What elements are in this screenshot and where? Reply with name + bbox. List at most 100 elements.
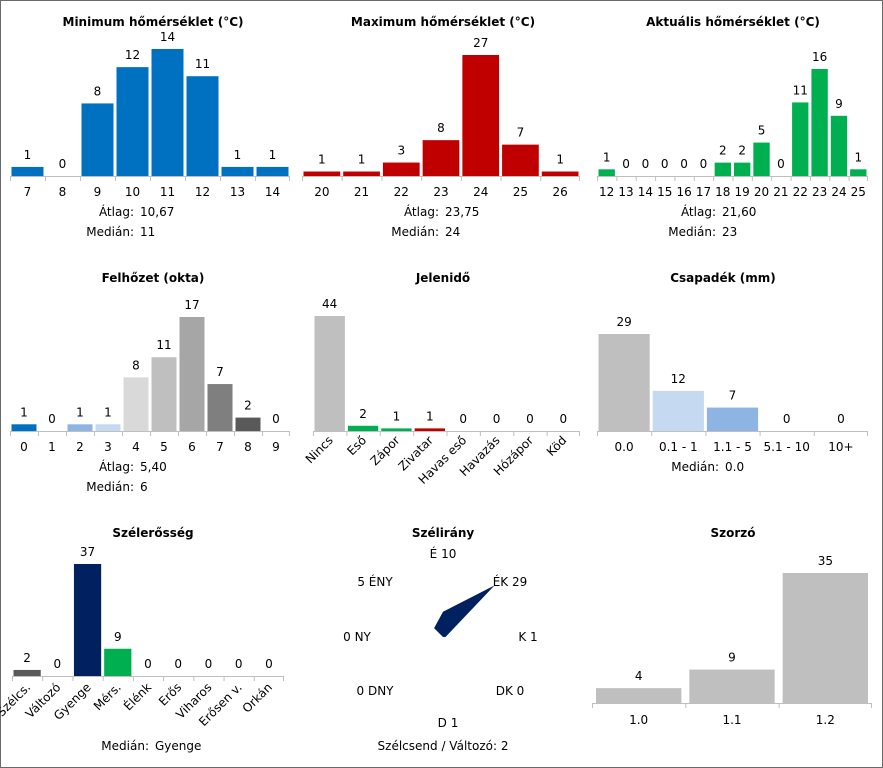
data-label: 7 [216,365,224,379]
bar [13,669,41,676]
data-label: 0 [48,412,56,426]
tick-label: 8 [244,440,252,454]
data-label: 0 [642,157,650,171]
stat-value: 6 [140,480,148,494]
direction-name: D [438,716,447,730]
data-label: 0 [54,657,62,671]
direction-label: É 10 [430,546,457,561]
data-label: 1 [234,148,242,162]
bar [596,688,682,703]
bar [714,162,731,176]
data-label: 0 [700,157,708,171]
data-label: 0 [661,157,669,171]
tick-label: 15 [657,185,672,199]
data-label: 1 [104,405,112,419]
data-label: 0 [174,657,182,671]
data-label: 2 [738,144,746,158]
data-label: 0 [59,157,67,171]
tick-label: 24 [473,185,488,199]
data-label: 35 [818,554,833,568]
bar [256,166,289,176]
chart-title: Jelenidő [415,271,470,285]
tick-label: Nincs [303,433,336,466]
tick-label: 7 [24,185,32,199]
tick-label: Eső [344,433,369,458]
bar [67,424,93,431]
stat-label: Medián: [391,225,439,239]
tick-label: 9 [272,440,280,454]
tick-label: Orkán [240,680,275,715]
data-label: 1 [393,409,401,423]
data-label: 27 [473,36,488,50]
data-label: 1 [318,153,326,167]
tick-label: 13 [230,185,245,199]
tick-label: 13 [618,185,633,199]
bar [782,573,868,703]
stat-label: Medián: [86,480,134,494]
direction-label: 0 NY [343,630,371,644]
chart-title: Aktuális hőmérséklet (°C) [646,15,820,29]
direction-label: 5 ÉNY [357,574,393,589]
data-label: 2 [23,651,31,665]
data-label: 0 [622,157,630,171]
bar [347,425,379,431]
direction-value: 0 [517,684,525,698]
data-label: 0 [144,657,152,671]
tick-label: Köd [544,433,570,459]
bar [123,377,149,431]
bar [462,55,500,176]
bar [689,669,775,703]
data-label: 11 [156,338,171,352]
data-label: 0 [526,412,534,426]
direction-name: ÉNY [369,574,394,589]
data-label: 2 [244,399,252,413]
direction-label: K 1 [518,630,537,644]
bar [706,407,759,431]
data-label: 3 [397,144,405,158]
bar [104,648,132,676]
panel-weather: Jelenidő44Nincs2Eső1Zápor1Zivatar0Havas … [303,271,580,487]
data-label: 16 [812,50,827,64]
data-label: 4 [635,669,643,683]
bar [11,166,44,176]
panel-min_temp: Minimum hőmérséklet (°C)1708891210141111… [10,15,290,239]
tick-label: 18 [715,185,730,199]
direction-value: 5 [357,575,365,589]
tick-label: 21 [773,185,788,199]
data-label: 9 [835,97,843,111]
data-label: 0 [837,412,845,426]
stat-value: 23 [722,225,737,239]
bar [792,102,809,176]
tick-label: 8 [59,185,67,199]
tick-label: 24 [831,185,846,199]
panel-wind_str: Szélerősség2Szélcs.0Változó37Gyenge9Mérs… [0,526,284,753]
bar [11,424,37,431]
bar [422,140,460,176]
tick-label: 1.2 [816,713,835,727]
panel-multiplier: Szorzó 4 1.0 9 1.1 35 1.2 [592,526,872,727]
data-label: 14 [160,30,175,44]
tick-label: 5.1 - 10 [764,440,810,454]
data-label: 0 [459,412,467,426]
bar [151,357,177,431]
data-label: 1 [24,148,32,162]
data-label: 0 [680,157,688,171]
tick-label: 21 [354,185,369,199]
data-label: 2 [719,144,727,158]
tick-label: 14 [265,185,280,199]
tick-label: 20 [314,185,329,199]
tick-label: 14 [638,185,653,199]
chart-title: Felhőzet (okta) [102,271,205,285]
bar [382,162,420,176]
tick-label: 22 [394,185,409,199]
data-label: 1 [20,405,28,419]
direction-label: 0 DNY [356,684,394,698]
data-label: 2 [359,407,367,421]
tick-label: 23 [433,185,448,199]
bar [502,144,539,176]
bar [850,169,867,176]
bar [598,334,650,431]
data-label: 8 [94,84,102,98]
tick-label: 4 [132,440,140,454]
